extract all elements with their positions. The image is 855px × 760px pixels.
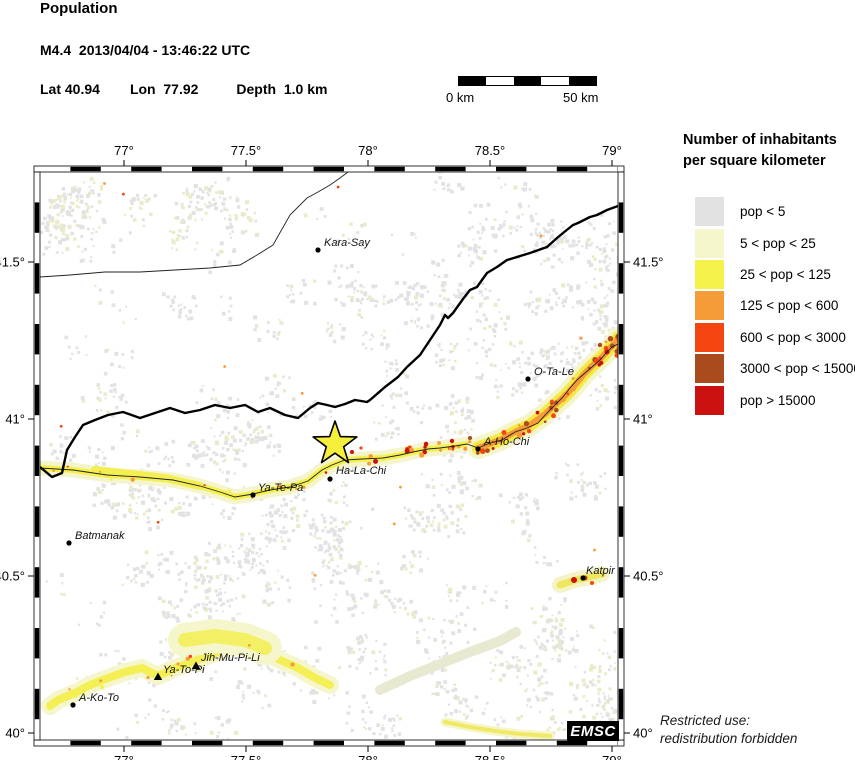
legend-color-swatch [695, 291, 724, 321]
city-marker-dot [327, 476, 333, 482]
legend-item: 3000 < pop < 15000 [683, 353, 855, 384]
legend-color-swatch [695, 197, 724, 227]
scale-bar-segment [513, 77, 542, 85]
city-label: Ha-La-Chi [336, 465, 387, 477]
lat-axis-label: 41.5° [633, 255, 664, 270]
legend-item-label: 3000 < pop < 15000 [740, 361, 855, 377]
city-label: A-Ho-Chi [483, 436, 530, 448]
event-magnitude-datetime: M4.4 2013/04/04 - 13:46:22 UTC [40, 42, 251, 58]
city-marker-dot [580, 575, 586, 581]
lat-axis-label: 41° [5, 412, 25, 427]
legend-item-label: 25 < pop < 125 [740, 266, 831, 282]
lon-axis-label: 78.5° [475, 753, 506, 760]
legend-item: pop < 5 [683, 196, 853, 227]
restricted-use-note: Restricted use: redistribution forbidden [660, 712, 797, 747]
restricted-line2: redistribution forbidden [660, 730, 798, 746]
lon-axis-label: 77.5° [231, 143, 262, 158]
legend-color-swatch [695, 259, 724, 289]
legend-color-swatch [695, 385, 724, 415]
legend-item: pop > 15000 [683, 384, 853, 415]
page-title: Population [40, 0, 118, 17]
legend-item: 25 < pop < 125 [683, 259, 853, 290]
population-hotspot [590, 581, 594, 585]
city-label: A-Ko-To [78, 692, 119, 704]
lat-axis-label: 41.5° [0, 255, 25, 270]
river-line [40, 343, 618, 498]
epicenter-star [312, 420, 358, 464]
city-label: Ya-Te-Pa [258, 482, 303, 494]
population-band-southwest [46, 638, 334, 710]
scale-bar-min-label: 0 km [446, 90, 475, 105]
city-label: Katpir [586, 565, 616, 577]
scale-bar-segment [459, 77, 487, 85]
city-marker-dot [250, 492, 256, 498]
legend-item: 600 < pop < 3000 [683, 322, 853, 353]
city-label: Batmanak [75, 530, 125, 542]
population-hotspot [468, 436, 472, 440]
river-line [40, 172, 349, 278]
event-location-line: Lat 40.94 Lon 77.92 Depth 1.0 km [40, 81, 327, 97]
legend-title-line2: per square kilometer [683, 153, 826, 169]
city-marker-dot [66, 540, 72, 546]
legend-item: 125 < pop < 600 [683, 290, 853, 321]
city-marker-triangle [153, 672, 163, 680]
lon-axis-label: 78° [358, 143, 378, 158]
lon-axis-label: 77° [114, 753, 134, 760]
lat-axis-label: 40.5° [633, 569, 664, 584]
legend-item-label: 5 < pop < 25 [740, 235, 816, 251]
population-hotspot [350, 450, 354, 454]
population-band-sw-blob [178, 629, 272, 655]
emsc-logo: EMSC [567, 721, 619, 741]
legend: Number of inhabitants per square kilomet… [683, 130, 855, 416]
lon-axis-label: 77.5° [231, 753, 262, 760]
legend-item: 5 < pop < 25 [683, 227, 853, 258]
lat-axis-label: 41° [633, 412, 653, 427]
population-hotspot [597, 342, 603, 348]
city-label: Jih-Mu-Pi-Li [200, 652, 260, 664]
map-frame [33, 165, 625, 747]
legend-item-label: pop > 15000 [740, 392, 816, 408]
city-marker-dot [315, 247, 321, 253]
scale-bar-segment [486, 77, 514, 85]
city-label: Ya-To-Pi [163, 664, 205, 676]
map-content: Kara-Say O-Ta-Le A-Ho-Chi Ha-La-Chi Ya-Te-Pa… [40, 172, 618, 740]
lon-axis-label: 79° [602, 143, 622, 158]
scale-bar-segment [568, 77, 597, 85]
lon-axis-label: 78° [358, 753, 378, 760]
city-marker-dot [525, 376, 531, 382]
scale-bar-max-label: 50 km [563, 90, 599, 105]
lat-axis-label: 40° [5, 726, 25, 741]
scale-bar-segment [541, 77, 569, 85]
population-hotspot [359, 446, 363, 450]
event-lon: Lon 77.92 [129, 81, 199, 97]
city-label: O-Ta-Le [534, 366, 574, 378]
legend-item-label: 600 < pop < 3000 [740, 329, 846, 345]
lon-axis-label: 78.5° [475, 143, 506, 158]
lat-axis-label: 40.5° [0, 569, 25, 584]
lon-axis-label: 77° [114, 143, 134, 158]
event-lat: Lat 40.94 [40, 81, 100, 97]
population-hotspot [571, 577, 577, 583]
city-marker-dot [70, 702, 76, 708]
country-border-line [40, 204, 618, 479]
legend-color-swatch [695, 354, 724, 384]
lon-axis-label: 79° [602, 753, 622, 760]
legend-color-swatch [695, 228, 724, 258]
city-label: Kara-Say [324, 237, 371, 249]
restricted-line1: Restricted use: [660, 713, 751, 728]
legend-color-swatch [695, 322, 724, 352]
population-hotspot [449, 438, 455, 444]
legend-item-label: pop < 5 [740, 204, 786, 220]
event-depth: Depth 1.0 km [236, 81, 328, 97]
legend-items: pop < 5 5 < pop < 25 25 < pop < 125 125 < p… [683, 196, 855, 416]
population-band-lowerright-pale [375, 627, 521, 695]
population-band-bottom-streak [443, 720, 552, 738]
map-scale-bar [458, 76, 597, 86]
city-marker-triangle [191, 661, 201, 669]
legend-title-line1: Number of inhabitants [683, 132, 837, 148]
legend-item-label: 125 < pop < 600 [740, 298, 839, 314]
city-marker-dot [475, 446, 481, 452]
lat-axis-label: 40° [633, 726, 653, 741]
